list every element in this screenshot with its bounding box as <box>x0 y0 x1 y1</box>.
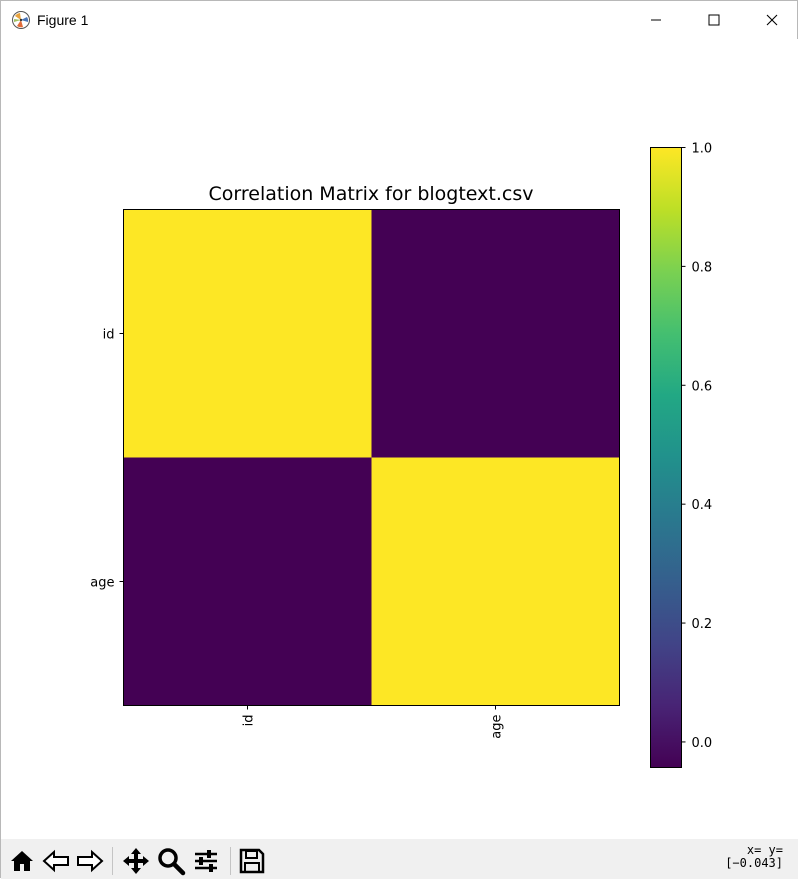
colorbar-tick-label: 0.8 <box>692 260 713 275</box>
back-icon[interactable] <box>41 846 71 876</box>
heatmap-cell <box>371 457 620 706</box>
row-tick-label: id <box>103 328 115 343</box>
col-tick-label: age <box>490 715 505 739</box>
window-title: Figure 1 <box>37 12 89 28</box>
heatmap-cells <box>123 209 620 706</box>
colorbar-tick-label: 0.2 <box>692 617 713 632</box>
colorbar-tick-label: 0.4 <box>692 498 713 513</box>
col-tick-label: id <box>242 715 257 727</box>
navigation-toolbar <box>1 839 798 879</box>
figure-canvas[interactable]: Correlation Matrix for blogtext.csv id ag… <box>1 39 798 839</box>
close-icon <box>766 14 778 26</box>
save-icon[interactable] <box>237 846 267 876</box>
colorbar-tick-label: 1.0 <box>692 142 713 157</box>
coord-xy-label: x= y= <box>746 843 783 857</box>
heatmap-cell <box>123 457 372 706</box>
maximize-button[interactable] <box>691 1 737 39</box>
pan-icon[interactable] <box>121 846 151 876</box>
chart-title: Correlation Matrix for blogtext.csv <box>209 183 534 205</box>
colorbar-ticks: 0.0 0.2 0.4 0.6 0.8 1.0 <box>681 142 713 751</box>
heatmap-frame <box>123 209 620 706</box>
heatmap-cell <box>123 209 372 458</box>
col-tick-labels: id age <box>242 705 505 739</box>
correlation-heatmap-chart: Correlation Matrix for blogtext.csv id ag… <box>90 142 713 768</box>
close-button[interactable] <box>749 1 795 39</box>
configure-subplots-icon[interactable] <box>191 846 221 876</box>
toolbar-separator <box>112 847 113 875</box>
colorbar <box>650 147 682 768</box>
toolbar-separator <box>230 847 231 875</box>
cursor-coordinate-readout: x= y= [−0.043] <box>725 844 783 870</box>
colorbar-tick-label: 0.6 <box>692 379 713 394</box>
zoom-icon[interactable] <box>156 846 186 876</box>
heatmap-cell <box>371 209 620 458</box>
row-tick-label: age <box>90 576 114 591</box>
minimize-icon <box>651 19 661 21</box>
forward-icon[interactable] <box>75 846 105 876</box>
coord-value: [−0.043] <box>725 856 783 870</box>
maximize-icon <box>708 14 720 26</box>
home-icon[interactable] <box>7 846 37 876</box>
minimize-button[interactable] <box>633 1 679 39</box>
matplotlib-app-icon <box>12 11 30 29</box>
colorbar-tick-label: 0.0 <box>692 736 713 751</box>
row-tick-labels: id age <box>90 328 124 591</box>
title-bar[interactable]: Figure 1 <box>1 1 797 39</box>
